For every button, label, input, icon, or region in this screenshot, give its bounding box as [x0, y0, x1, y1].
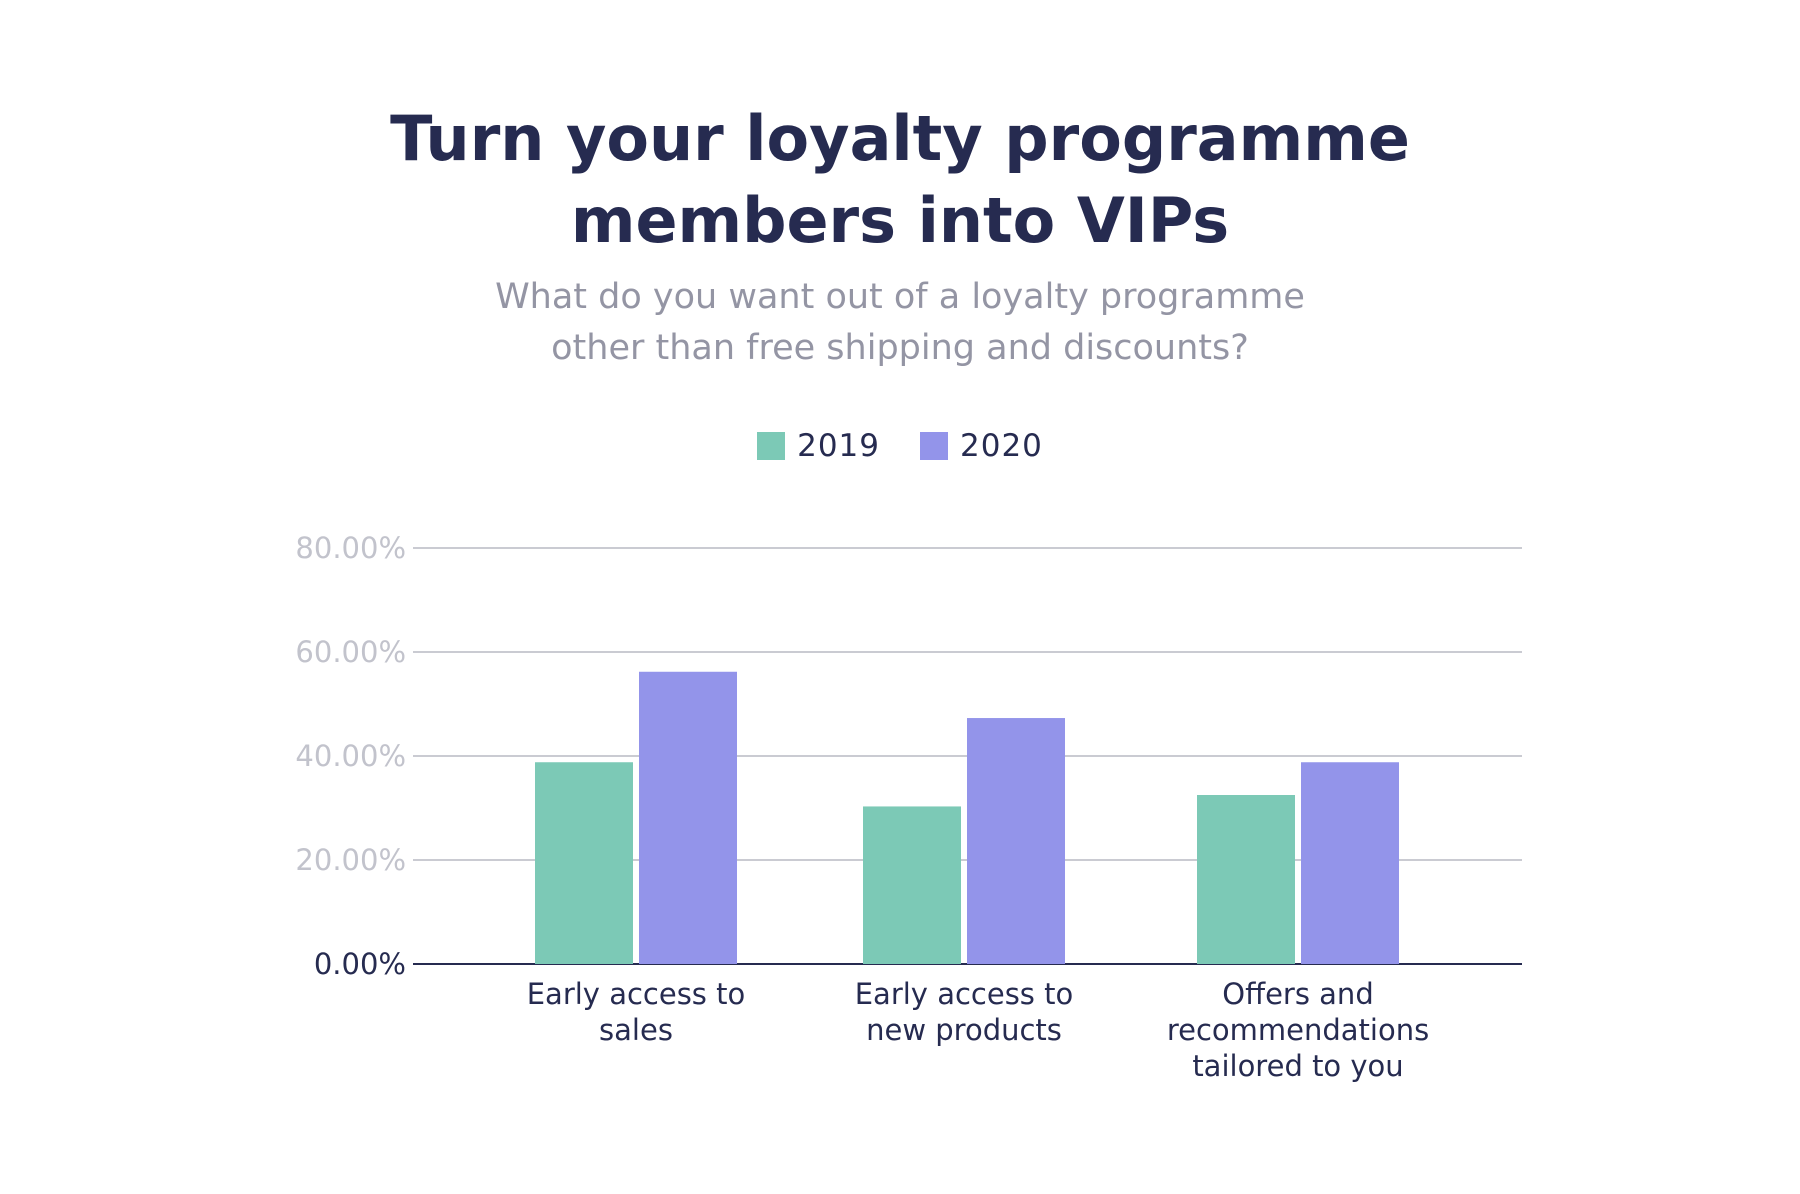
legend-swatch-2019 — [757, 432, 786, 460]
legend-item-2020: 2020 — [920, 428, 1043, 464]
y-tick-label: 60.00% — [295, 635, 406, 669]
x-category-label-line: sales — [599, 1013, 673, 1047]
chart-subtitle-line-1: What do you want out of a loyalty progra… — [495, 277, 1305, 317]
y-tick-label: 80.00% — [295, 531, 406, 565]
x-category-label: Offers and recommendations tailored to you — [1167, 977, 1429, 1083]
y-tick-label: 40.00% — [295, 739, 406, 773]
chart-title-line-2: members into VIPs — [570, 184, 1230, 257]
bar-2019-1 — [863, 806, 961, 964]
x-category-label: Early access to new products — [855, 977, 1074, 1047]
bar-2020-0 — [639, 671, 737, 964]
bar-2020-2 — [1301, 762, 1399, 964]
legend-label-2019: 2019 — [797, 428, 880, 464]
x-category-label-line: new products — [866, 1013, 1062, 1047]
chart-subtitle-line-2: other than free shipping and discounts? — [551, 328, 1249, 368]
x-category-label-line: Offers and — [1222, 977, 1373, 1011]
bar-2019-0 — [535, 762, 633, 964]
y-tick-label: 0.00% — [314, 947, 406, 981]
chart-title-line-1: Turn your loyalty programme — [390, 102, 1410, 175]
chart-subtitle: What do you want out of a loyalty progra… — [0, 272, 1800, 374]
x-category-label-line: Early access to — [527, 977, 746, 1011]
x-category-label-line: Early access to — [855, 977, 1074, 1011]
chart-title: Turn your loyalty programme members into… — [0, 98, 1800, 262]
x-category-label-line: tailored to you — [1192, 1049, 1403, 1083]
y-tick-label: 20.00% — [295, 843, 406, 877]
legend-swatch-2020 — [920, 432, 948, 460]
legend-label-2020: 2020 — [960, 428, 1043, 464]
chart-legend: 2019 2020 — [0, 428, 1800, 464]
bar-2020-1 — [967, 718, 1065, 964]
x-category-label-line: recommendations — [1167, 1013, 1429, 1047]
bar-2019-2 — [1197, 795, 1295, 964]
legend-item-2019: 2019 — [757, 428, 880, 464]
x-category-label: Early access to sales — [527, 977, 746, 1047]
